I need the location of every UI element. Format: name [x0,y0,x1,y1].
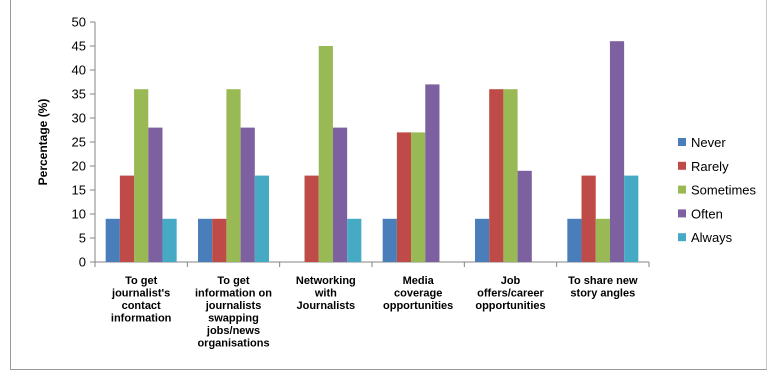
y-tick-label: 40 [72,63,86,78]
legend-swatch-always [678,233,686,242]
legend-swatch-often [678,209,686,218]
bar-always [254,175,269,262]
bar-rarely [396,132,412,262]
bar-often [609,41,625,263]
x-category-label: Job offers/career opportunities [475,275,545,312]
bar-never [475,218,490,262]
y-tick-label: 35 [72,87,86,102]
category-labels: To get journalist's contact information To g… [94,262,650,350]
bar-sometimes [134,89,149,262]
legend-swatch-rarely [678,161,686,170]
chart-frame [10,0,767,370]
bar-never [567,218,582,262]
bar-sometimes [595,218,610,262]
y-tick-label: 20 [72,159,86,174]
bar-rarely [489,89,504,262]
legend-swatch-sometimes [678,185,686,194]
legend-swatch-never [678,138,686,146]
x-category-label: To get journalist's contact information [111,275,172,325]
bar-often [148,127,163,262]
y-tick-label: 5 [79,231,86,246]
bar-sometimes [503,89,518,262]
bar-always [162,218,177,262]
bar-rarely [581,175,596,262]
bar-always [624,175,639,262]
y-tick-label: 0 [79,255,86,270]
y-tick-label: 50 [72,15,86,30]
bar-never [198,218,213,262]
bar-often [240,127,255,262]
bar-sometimes [411,132,426,262]
y-tick-label: 15 [72,183,86,198]
bar-sometimes [226,89,241,262]
legend-label-always: Always [691,230,733,245]
y-axis-ticks: 0 5 10 15 20 25 30 35 40 45 50 [72,15,95,270]
bar-often [332,127,348,262]
x-category-label: To get information on journalists swapping j… [195,275,272,350]
y-axis-label: Percentage (%) [36,99,50,186]
bar-never [105,218,120,262]
legend-label-never: Never [691,135,726,150]
y-tick-label: 45 [72,39,86,54]
legend: Never Rarely Sometimes Often Always [678,135,757,245]
legend-label-rarely: Rarely [691,159,729,174]
bar-often [425,84,440,263]
y-tick-label: 30 [72,111,86,126]
legend-label-often: Often [691,206,723,221]
y-tick-label: 25 [72,135,86,150]
bar-rarely [304,175,319,262]
bar-always [347,218,362,262]
y-tick-label: 10 [72,207,86,222]
bar-rarely [119,175,135,262]
bar-sometimes [318,46,333,262]
x-category-label: To share new story angles [568,275,638,300]
x-category-label: Networking with Journalists [296,275,356,312]
bar-often [517,170,532,262]
bar-rarely [212,218,227,262]
plot-axes [94,22,649,263]
legend-label-sometimes: Sometimes [691,183,757,198]
x-category-label: Media coverage opportunities [383,275,453,312]
bars [105,41,639,263]
bar-never [382,218,397,262]
